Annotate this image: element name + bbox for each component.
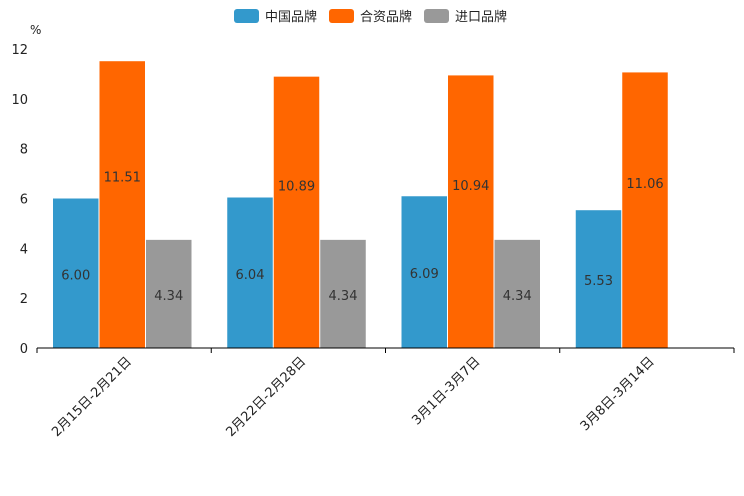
bar-3-1 <box>146 239 192 348</box>
x-tick-label-2: 2月22日-2月28日 <box>223 354 309 440</box>
y-axis: 0 2 4 6 8 10 12 <box>11 43 28 357</box>
data-labels: 6.00 11.51 4.34 6.04 10.89 4.34 6.09 10.94 4.34 5… <box>61 171 663 304</box>
y-tick-label-10: 10 <box>11 93 28 108</box>
data-label-3-2: 4.34 <box>329 289 358 304</box>
x-tick-label-4: 3月8日-3月14日 <box>578 354 658 434</box>
x-tick-label-3: 3月1日-3月7日 <box>409 354 483 428</box>
legend-label-1: 中国品牌 <box>265 9 317 25</box>
x-tick-label-1: 2月15日-2月21日 <box>49 354 135 440</box>
legend-swatch-2 <box>329 9 354 23</box>
bar-3-3 <box>494 239 540 348</box>
data-label-1-3: 6.09 <box>410 267 439 282</box>
y-tick-label-4: 4 <box>20 242 28 257</box>
data-label-3-1: 4.34 <box>154 289 183 304</box>
bar-2-1 <box>99 61 145 348</box>
bar-2-3 <box>448 75 494 348</box>
bar-1-2 <box>227 197 273 348</box>
bar-1-1 <box>53 198 99 348</box>
bar-1-4 <box>575 210 622 348</box>
data-label-1-4: 5.53 <box>584 274 613 289</box>
data-label-2-1: 11.51 <box>104 171 141 186</box>
data-label-3-3: 4.34 <box>503 289 532 304</box>
y-axis-unit-label: % <box>30 23 41 37</box>
data-label-1-2: 6.04 <box>236 268 265 283</box>
y-tick-label-2: 2 <box>20 292 28 307</box>
bar-2-2 <box>273 76 320 348</box>
y-tick-label-8: 8 <box>20 143 28 158</box>
data-label-2-4: 11.06 <box>626 177 663 192</box>
y-tick-label-0: 0 <box>20 342 28 357</box>
legend-swatch-3 <box>424 9 449 23</box>
legend: 中国品牌 合资品牌 进口品牌 <box>234 9 507 25</box>
y-tick-label-12: 12 <box>11 43 28 58</box>
bar-3-2 <box>320 239 366 348</box>
bars <box>53 61 668 349</box>
y-tick-label-6: 6 <box>20 193 28 208</box>
data-label-2-2: 10.89 <box>278 180 315 195</box>
x-axis: 2月15日-2月21日 2月22日-2月28日 3月1日-3月7日 3月8日-3月14… <box>36 347 735 440</box>
legend-label-2: 合资品牌 <box>360 9 412 25</box>
bar-1-3 <box>401 196 447 348</box>
data-label-2-3: 10.94 <box>452 179 489 194</box>
legend-label-3: 进口品牌 <box>455 9 507 25</box>
data-label-1-1: 6.00 <box>61 268 90 283</box>
legend-swatch-1 <box>234 9 259 23</box>
bar-2-4 <box>622 72 668 349</box>
